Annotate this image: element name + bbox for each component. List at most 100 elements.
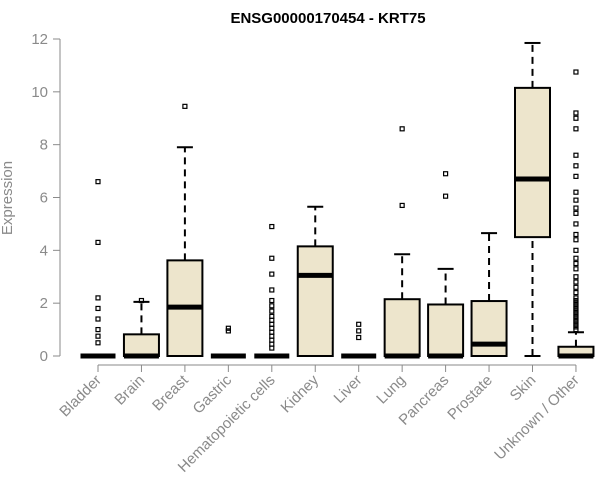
outlier-point (573, 69, 579, 75)
y-tick-label: 0 (40, 348, 48, 365)
outlier-point (269, 303, 275, 309)
box-unknown-other (557, 69, 595, 359)
outlier-point (573, 255, 579, 261)
outlier-point (573, 319, 579, 325)
x-tick-label: Bladder (56, 372, 105, 421)
outlier-point (95, 295, 101, 301)
y-tick-label: 2 (40, 295, 48, 312)
box-lung (383, 126, 421, 359)
outlier-point (95, 326, 101, 333)
outlier-point (573, 247, 579, 253)
outlier-point (573, 189, 579, 195)
outlier-point (573, 260, 579, 267)
outlier-point (573, 297, 579, 304)
outlier-point (573, 305, 579, 312)
outlier-point (573, 197, 579, 203)
outlier-point (573, 300, 579, 306)
box-iqr (383, 298, 421, 357)
box-iqr (514, 86, 551, 239)
x-tick-label: Lung (373, 372, 409, 408)
y-tick-label: 6 (40, 190, 48, 207)
box-iqr (296, 245, 334, 357)
outlier-point (225, 325, 231, 331)
x-tick-label: Breast (149, 371, 192, 414)
outlier-point (573, 173, 579, 179)
y-tick-label: 12 (31, 31, 48, 48)
outlier-point (573, 210, 579, 216)
outlier-point (443, 171, 449, 177)
outlier-point (269, 308, 275, 314)
x-tick-label: Kidney (278, 371, 323, 416)
box-iqr (427, 303, 465, 357)
x-tick-label: Brain (111, 372, 148, 409)
outlier-point (269, 223, 275, 230)
outlier-point (138, 297, 145, 304)
outlier-point (573, 266, 579, 272)
outlier-point (95, 333, 101, 339)
box-pancreas (427, 171, 465, 359)
outlier-point (443, 193, 449, 199)
outlier-point (573, 321, 579, 327)
outlier-point (573, 311, 579, 317)
outlier-point (573, 303, 579, 309)
outlier-point (573, 308, 579, 314)
box-brain (122, 297, 160, 359)
outlier-point (573, 231, 579, 238)
outlier-point (399, 202, 405, 209)
outlier-point (573, 326, 579, 333)
x-tick-label: Prostate (444, 372, 496, 424)
y-tick-label: 8 (40, 137, 48, 154)
outlier-point (95, 239, 101, 246)
outlier-point (182, 103, 188, 109)
y-axis-label: Expression (0, 161, 16, 235)
box-breast (166, 103, 204, 358)
outlier-point (269, 297, 275, 304)
chart-title: ENSG00000170454 - KRT75 (230, 10, 425, 27)
outlier-point (573, 274, 579, 280)
outlier-point (269, 287, 275, 293)
outlier-point (269, 271, 275, 277)
outlier-point (573, 284, 579, 290)
outlier-point (573, 290, 579, 296)
box-prostate (470, 232, 508, 358)
outlier-point (573, 115, 579, 121)
box-bladder (80, 179, 116, 359)
outlier-point (225, 328, 231, 334)
box-gastric (210, 325, 246, 359)
x-tick-label: Liver (331, 372, 366, 407)
x-tick-label: Skin (507, 372, 540, 405)
box-hematopoietic-cells (254, 223, 290, 359)
y-tick-label: 4 (40, 242, 48, 259)
outlier-point (573, 163, 579, 169)
outlier-point (573, 110, 579, 116)
outlier-point (573, 126, 579, 132)
box-iqr (470, 300, 508, 358)
outlier-point (399, 126, 405, 132)
outlier-point (573, 152, 579, 158)
box-liver (341, 321, 377, 359)
outlier-point (95, 340, 101, 346)
outlier-point (573, 279, 579, 285)
outlier-point (95, 179, 101, 185)
outlier-point (95, 305, 101, 312)
outlier-point (356, 334, 362, 341)
box-iqr (122, 333, 160, 358)
box-skin (514, 41, 551, 357)
outlier-point (573, 237, 579, 243)
outlier-point (573, 324, 579, 330)
outlier-point (573, 205, 579, 211)
outlier-point (95, 316, 101, 322)
outlier-point (269, 313, 275, 319)
y-tick-label: 10 (31, 84, 48, 101)
outlier-point (269, 255, 275, 261)
outlier-point (356, 321, 362, 327)
outlier-point (573, 221, 579, 227)
y-axis: 0 2 4 6 8 10 12 (31, 31, 61, 365)
box-kidney (296, 205, 334, 357)
outlier-point (573, 295, 579, 301)
outlier-point (356, 328, 362, 334)
boxes-layer (80, 41, 595, 359)
outlier-point (573, 316, 579, 322)
